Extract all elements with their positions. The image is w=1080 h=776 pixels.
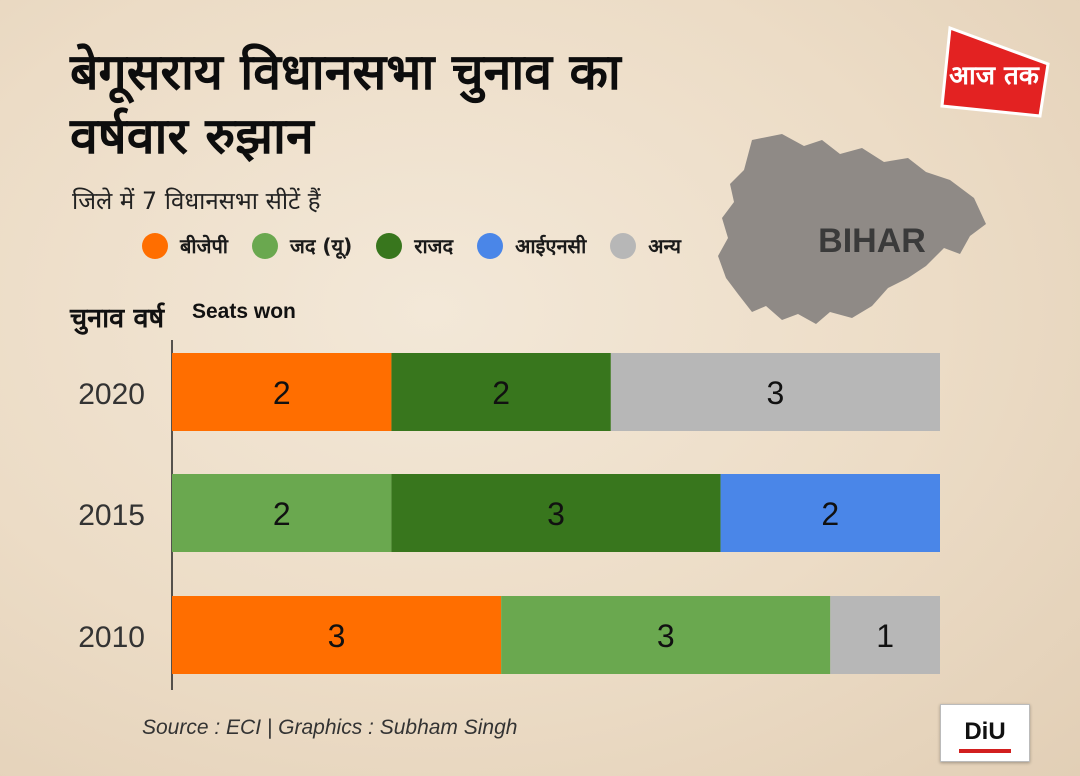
legend-dot-icon	[610, 232, 637, 259]
legend-item-others: अन्य	[610, 232, 681, 259]
legend-dot-icon	[376, 232, 403, 259]
legend: बीजेपी जद (यू) राजद आईएनसी अन्य	[142, 232, 705, 259]
map-label: BIHAR	[818, 222, 926, 260]
page-title: बेगूसराय विधानसभा चुनाव का वर्षवार रुझान	[70, 40, 710, 168]
bar-value-label: 3	[657, 618, 675, 654]
legend-dot-icon	[142, 232, 168, 259]
legend-label: अन्य	[648, 234, 682, 258]
bar-segment	[391, 353, 611, 431]
legend-item-bjp: बीजेपी	[142, 232, 228, 259]
bar-segment	[720, 474, 940, 552]
legend-label: जद (यू)	[289, 234, 353, 258]
year-tick-label: 2015	[78, 499, 145, 532]
aaj-tak-logo-shape	[940, 25, 1050, 118]
y-axis-title: चुनाव वर्ष	[70, 303, 165, 334]
aaj-tak-logo-text: आज तक	[949, 61, 1040, 91]
bar-segment	[391, 474, 721, 552]
bar-segment	[610, 353, 940, 431]
bar-value-label: 3	[547, 496, 565, 532]
legend-label: राजद	[414, 234, 454, 258]
bihar-map-shape	[718, 134, 986, 324]
diu-logo-text: DiU	[964, 718, 1005, 745]
year-tick-label: 2010	[78, 621, 145, 654]
year-tick-label: 2020	[78, 378, 145, 411]
bar-segment	[172, 596, 502, 674]
bar-value-label: 2	[273, 496, 291, 532]
legend-item-jdu: जद (यू)	[251, 232, 353, 259]
aaj-tak-logo-icon: आज तक	[940, 25, 1050, 118]
bar-value-label: 3	[767, 375, 785, 411]
bar-value-label: 2	[821, 496, 839, 532]
bar-value-label: 2	[273, 375, 291, 411]
subtitle: जिले में 7 विधानसभा सीटें हैं	[72, 187, 321, 215]
legend-dot-icon	[477, 232, 504, 259]
title-line-1: बेगूसराय विधानसभा चुनाव का	[70, 43, 621, 101]
x-axis-title: Seats won	[192, 300, 296, 323]
bar-value-label: 1	[876, 618, 894, 654]
source-credit: Source : ECI | Graphics : Subham Singh	[142, 716, 518, 739]
legend-dot-icon	[251, 232, 278, 259]
legend-label: आईएनसी	[515, 234, 587, 258]
bihar-map-icon: BIHAR	[718, 134, 986, 324]
bar-segment	[172, 353, 392, 431]
bar-segment	[501, 596, 831, 674]
bar-segment	[830, 596, 940, 674]
diu-logo-bar	[959, 749, 1011, 753]
bar-segment	[172, 474, 392, 552]
legend-label: बीजेपी	[180, 234, 228, 258]
legend-item-inc: आईएनसी	[477, 232, 586, 259]
title-line-2: वर्षवार रुझान	[70, 107, 314, 165]
diu-logo-icon: DiU	[940, 704, 1030, 762]
bar-value-label: 2	[492, 375, 510, 411]
bar-value-label: 3	[328, 618, 346, 654]
legend-item-rjd: राजद	[376, 232, 453, 259]
